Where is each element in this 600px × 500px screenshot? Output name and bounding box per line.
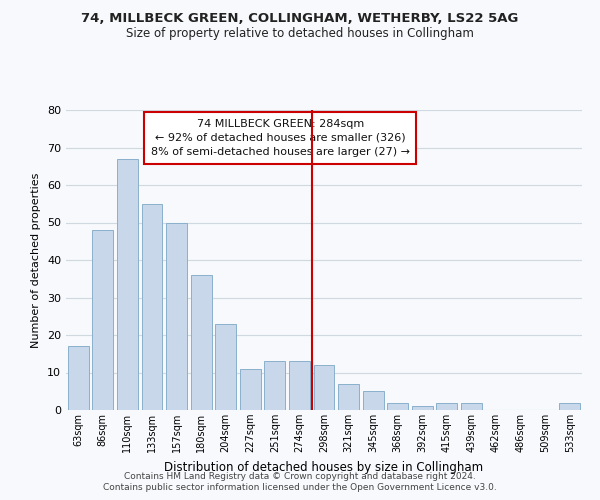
- Bar: [92, 230, 113, 410]
- Bar: [362, 391, 383, 410]
- X-axis label: Distribution of detached houses by size in Collingham: Distribution of detached houses by size …: [164, 460, 484, 473]
- Bar: [166, 222, 187, 410]
- Text: Size of property relative to detached houses in Collingham: Size of property relative to detached ho…: [126, 28, 474, 40]
- Bar: [461, 402, 482, 410]
- Text: 74 MILLBECK GREEN: 284sqm
← 92% of detached houses are smaller (326)
8% of semi-: 74 MILLBECK GREEN: 284sqm ← 92% of detac…: [151, 119, 410, 157]
- Text: Contains public sector information licensed under the Open Government Licence v3: Contains public sector information licen…: [103, 484, 497, 492]
- Bar: [68, 346, 89, 410]
- Bar: [117, 159, 138, 410]
- Text: 74, MILLBECK GREEN, COLLINGHAM, WETHERBY, LS22 5AG: 74, MILLBECK GREEN, COLLINGHAM, WETHERBY…: [82, 12, 518, 26]
- Bar: [436, 402, 457, 410]
- Bar: [215, 324, 236, 410]
- Bar: [314, 365, 334, 410]
- Bar: [265, 361, 286, 410]
- Text: Contains HM Land Registry data © Crown copyright and database right 2024.: Contains HM Land Registry data © Crown c…: [124, 472, 476, 481]
- Bar: [338, 384, 359, 410]
- Bar: [240, 369, 261, 410]
- Bar: [559, 402, 580, 410]
- Bar: [412, 406, 433, 410]
- Bar: [289, 361, 310, 410]
- Bar: [387, 402, 408, 410]
- Bar: [191, 275, 212, 410]
- Y-axis label: Number of detached properties: Number of detached properties: [31, 172, 41, 348]
- Bar: [142, 204, 163, 410]
